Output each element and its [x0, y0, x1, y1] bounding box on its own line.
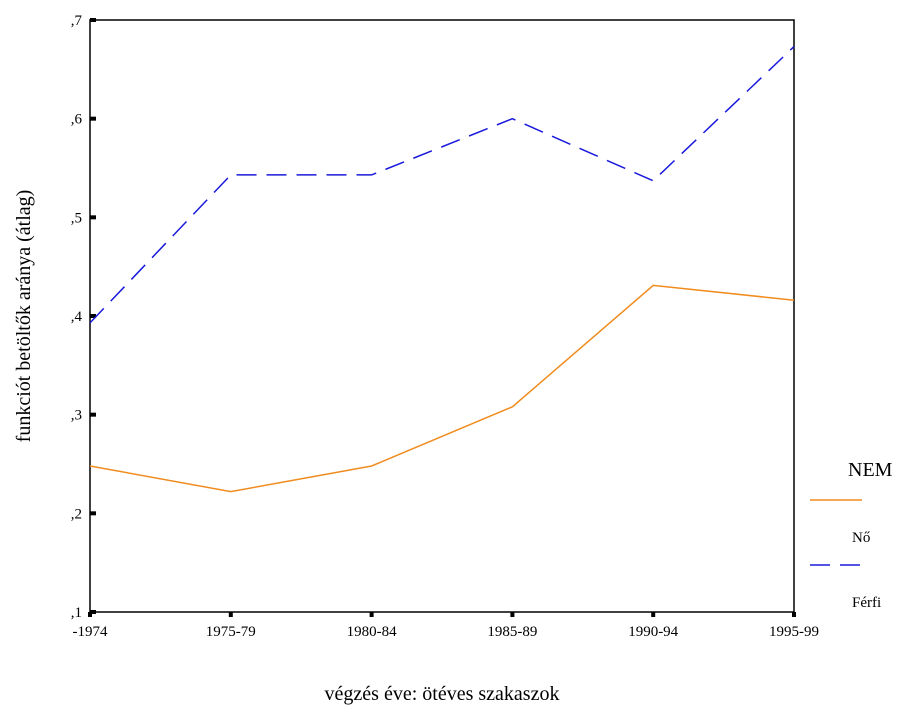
y-tick-label: ,7: [71, 13, 83, 29]
x-axis: -1974 1975-79 1980-84 1985-89 1990-94 1995-99: [73, 612, 819, 640]
legend: NEM Nő Férfi: [810, 459, 893, 611]
legend-label-ferfi: Férfi: [852, 595, 881, 611]
x-tick-label: 1995-99: [769, 624, 819, 640]
y-tick-label: ,2: [71, 506, 82, 522]
y-axis: ,1 ,2 ,3 ,4 ,5 ,6 ,7: [71, 13, 96, 621]
x-tick-label: 1980-84: [347, 624, 397, 640]
y-tick-label: ,5: [71, 210, 82, 226]
y-tick-label: ,6: [71, 112, 83, 128]
x-tick-label: 1975-79: [206, 624, 256, 640]
x-tick-label: 1985-89: [487, 624, 537, 640]
y-tick-label: ,3: [71, 408, 82, 424]
legend-label-no: Nő: [852, 530, 870, 546]
x-axis-title: végzés éve: ötéves szakaszok: [325, 683, 560, 705]
legend-title: NEM: [848, 459, 893, 481]
series-layer: [89, 46, 795, 493]
series-line-0: [89, 284, 795, 493]
y-axis-title: funkciót betöltők aránya (átlag): [13, 190, 35, 443]
x-tick-label: -1974: [73, 624, 108, 640]
y-tick-label: ,4: [71, 309, 83, 325]
y-tick-label: ,1: [71, 605, 82, 621]
series-line-1: [89, 46, 795, 324]
x-tick-label: 1990-94: [628, 624, 678, 640]
plot-frame: [89, 19, 795, 613]
